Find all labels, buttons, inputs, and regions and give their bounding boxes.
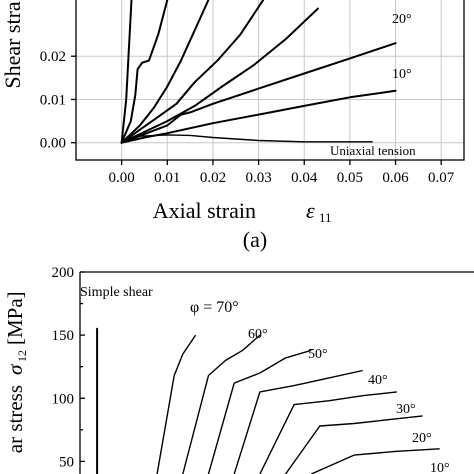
panel-a-frame — [75, 0, 465, 161]
xtick-label-3: 0.03 — [245, 170, 271, 186]
ytick-label-0: 0.00 — [40, 136, 66, 152]
xtick-label-5: 0.05 — [337, 170, 363, 186]
annotation-60deg: 60° — [248, 327, 268, 342]
series-mid-a — [120, 0, 265, 144]
series-steep-c — [120, 0, 210, 144]
b-ytick-label-2: 150 — [52, 328, 75, 344]
panel-a-grid — [76, 0, 464, 160]
series-b-30deg — [259, 391, 397, 474]
panel-b-ticks: 50 100 150 200 — [52, 265, 85, 470]
ylabel-b-unit: [MPa] — [3, 291, 27, 345]
series-20deg — [120, 42, 397, 144]
ytick-label-2: 0.02 — [40, 49, 66, 65]
series-b-20deg — [285, 415, 423, 474]
series-b-10deg — [311, 448, 440, 474]
xtick-label-7: 0.07 — [428, 170, 455, 186]
ylabel-b-subscript: 12 — [15, 350, 29, 362]
series-mid-b — [120, 7, 319, 144]
panel-a-label: (a) — [243, 227, 267, 252]
annotation-30deg: 30° — [396, 402, 416, 417]
xtick-label-4: 0.04 — [291, 170, 318, 186]
series-b-70deg — [156, 334, 197, 474]
panel-b: 50 100 150 200 Simple shear φ = 70° 60° 50°… — [3, 265, 474, 474]
panel-a-ticks: 0.00 0.01 0.02 0.03 0.04 0.05 0.06 0.07 0.00 0.01… — [40, 49, 455, 186]
annotation-20deg: 20° — [392, 12, 412, 27]
panel-a-curves — [120, 0, 397, 144]
xtick-label-6: 0.06 — [382, 170, 409, 186]
panel-a-axes — [75, 0, 465, 161]
xtick-label-2: 0.02 — [200, 170, 226, 186]
panel-b-ylabel: ar stress σ 12 [MPa] — [3, 291, 29, 453]
annotation-uniaxial-tension: Uniaxial tension — [330, 143, 416, 158]
panel-a-xlabel: Axial strain ε 11 — [153, 198, 332, 225]
series-b-50deg — [207, 349, 312, 474]
b-ytick-label-0: 50 — [59, 454, 74, 470]
annotation-10deg: 10° — [392, 67, 412, 82]
series-uniaxial — [121, 134, 373, 144]
xtick-label-1: 0.01 — [154, 170, 180, 186]
xlabel-text: Axial strain — [153, 198, 256, 223]
annotation-50deg: 50° — [308, 347, 328, 362]
xtick-label-0: 0.00 — [109, 170, 135, 186]
series-steep-b — [120, 0, 169, 144]
annotation-20deg-b: 20° — [412, 431, 432, 446]
b-ytick-label-1: 100 — [52, 391, 75, 407]
annotation-40deg: 40° — [368, 373, 388, 388]
panel-a-ylabel: Shear stra — [0, 1, 25, 89]
ytick-label-1: 0.01 — [40, 92, 66, 108]
panel-a: 0.00 0.01 0.02 0.03 0.04 0.05 0.06 0.07 0.00 0.01… — [0, 0, 465, 252]
series-steep-a — [120, 0, 133, 144]
series-10deg — [120, 89, 397, 144]
annotation-10deg-b: 10° — [430, 461, 450, 474]
series-b-60deg — [182, 334, 261, 474]
annotation-simple-shear: Simple shear — [80, 285, 153, 300]
xlabel-subscript: 11 — [319, 210, 332, 225]
ylabel-b-text: ar stress — [3, 385, 27, 453]
b-ytick-label-3: 200 — [52, 265, 75, 281]
xlabel-symbol: ε — [306, 198, 315, 223]
series-b-40deg — [233, 369, 363, 474]
annotation-70deg: φ = 70° — [190, 299, 239, 316]
panel-b-axes — [79, 271, 474, 474]
panel-b-curves — [96, 327, 440, 474]
ylabel-b-symbol: σ — [3, 363, 27, 375]
